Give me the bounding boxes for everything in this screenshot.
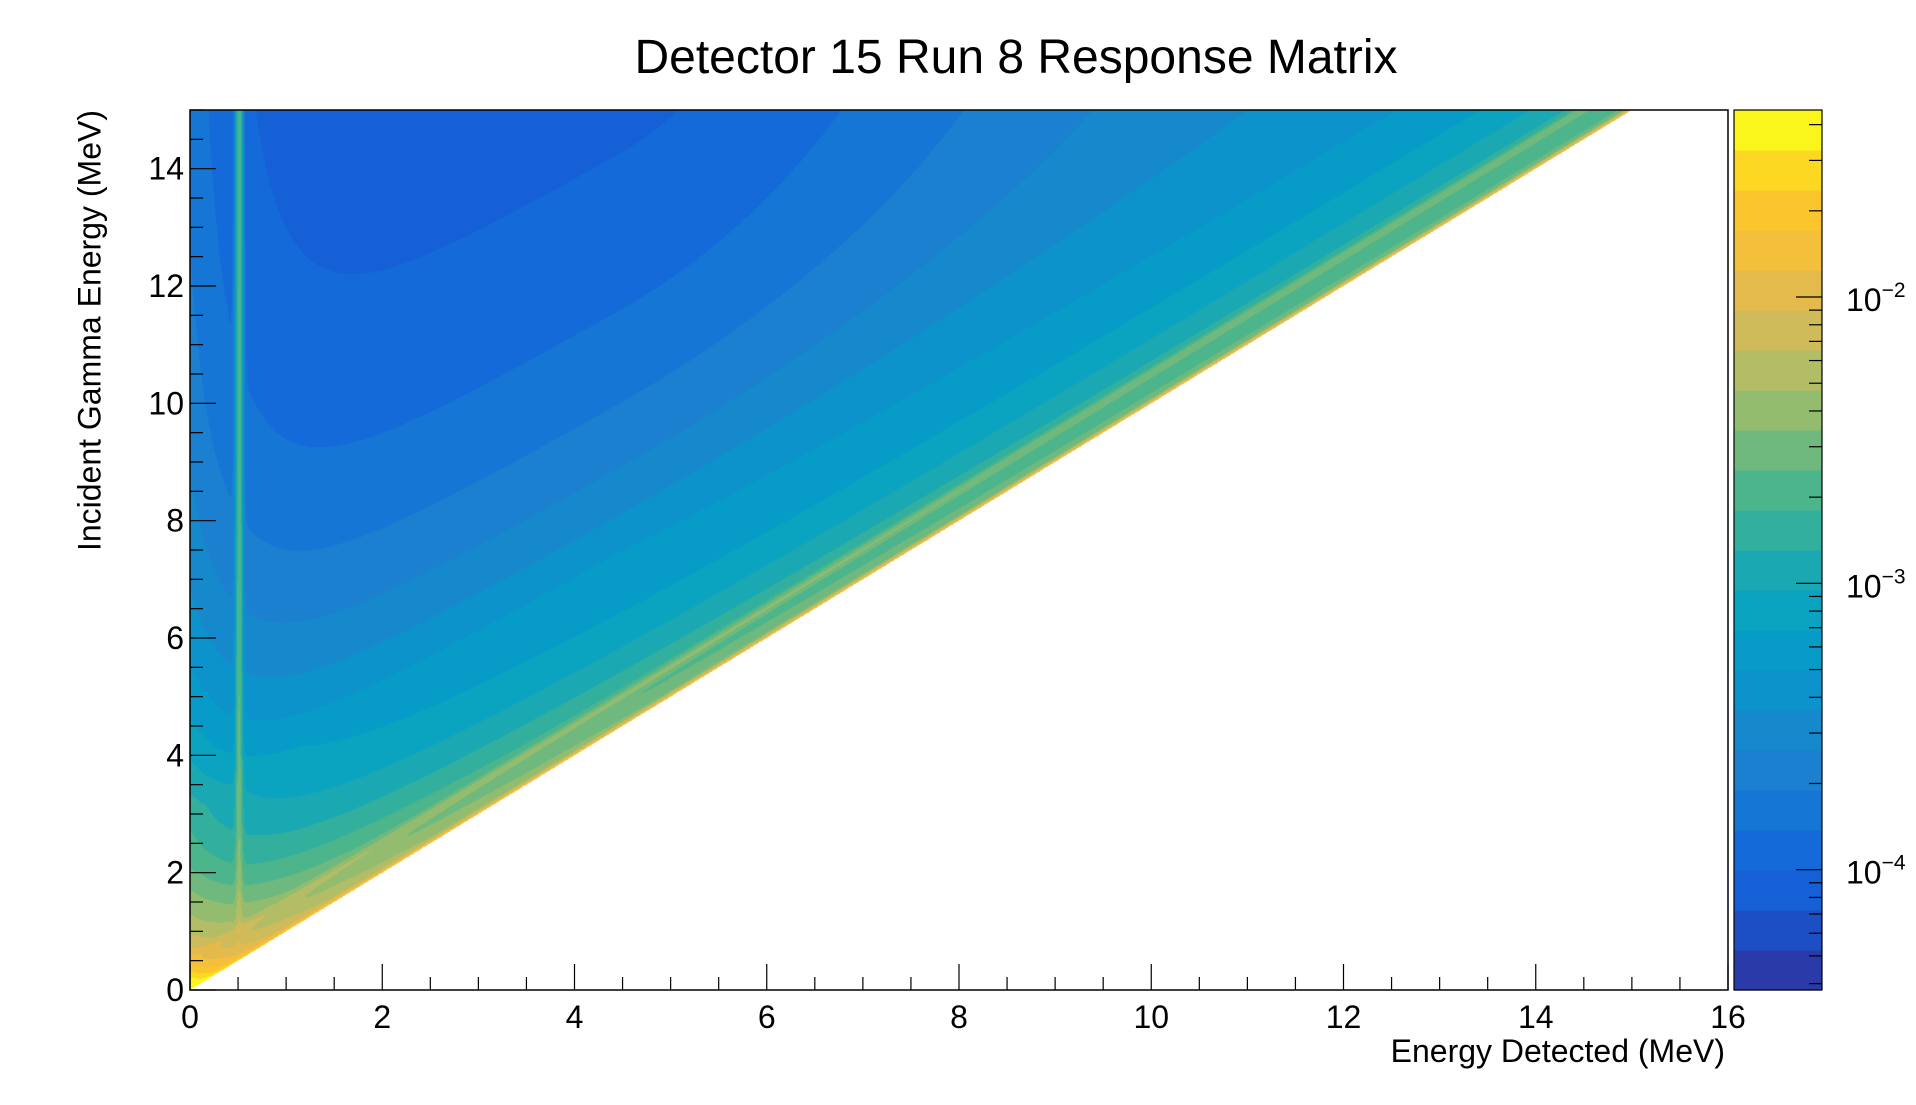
colorbar-frame: [1733, 109, 1823, 991]
colorbar-swatch: [1734, 190, 1822, 231]
y-axis: 0 2 4 6 8 10 12 14: [148, 109, 216, 1008]
colorbar-swatch: [1734, 230, 1822, 271]
colorbar-swatch: [1734, 270, 1822, 311]
y-tick-label: 8: [166, 503, 184, 539]
x-tick-label: 16: [1710, 999, 1746, 1035]
colorbar-swatch: [1734, 830, 1822, 871]
x-tick-label: 10: [1133, 999, 1169, 1035]
y-tick-label: 10: [148, 385, 184, 421]
heatmap-area: [190, 110, 1728, 990]
colorbar-swatch: [1734, 310, 1822, 351]
x-axis-label: Energy Detected (MeV): [1391, 1033, 1725, 1069]
colorbar-swatch: [1734, 430, 1822, 471]
colorbar-swatch: [1734, 150, 1822, 191]
x-tick-label: 4: [566, 999, 584, 1035]
chart-title: Detector 15 Run 8 Response Matrix: [634, 31, 1397, 84]
x-tick-label: 0: [181, 999, 199, 1035]
y-tick-label: 12: [148, 268, 184, 304]
colorbar-swatch: [1734, 590, 1822, 631]
y-tick-label: 0: [166, 972, 184, 1008]
y-tick-label: 2: [166, 855, 184, 891]
colorbar: 10−4 10−3 10−2: [1733, 109, 1906, 991]
colorbar-tick-label: 10−3: [1846, 565, 1906, 604]
x-tick-label: 12: [1326, 999, 1362, 1035]
y-axis-label: Incident Gamma Energy (MeV): [71, 110, 107, 551]
colorbar-swatch: [1734, 870, 1822, 911]
colorbar-swatch: [1734, 790, 1822, 831]
y-tick-label: 4: [166, 737, 184, 773]
colorbar-tick-label: 10−4: [1846, 852, 1906, 891]
colorbar-swatch: [1734, 630, 1822, 671]
x-tick-label: 14: [1518, 999, 1554, 1035]
colorbar-swatch: [1734, 550, 1822, 591]
colorbar-swatch: [1734, 950, 1822, 991]
y-tick-label: 6: [166, 620, 184, 656]
colorbar-swatch: [1734, 470, 1822, 511]
colorbar-swatch: [1734, 750, 1822, 791]
colorbar-swatch: [1734, 350, 1822, 391]
colorbar-tick-label: 10−2: [1846, 279, 1906, 318]
x-tick-label: 2: [373, 999, 391, 1035]
y-tick-label: 14: [148, 151, 184, 187]
colorbar-swatch: [1734, 510, 1822, 551]
colorbar-swatch: [1734, 910, 1822, 951]
colorbar-swatch: [1734, 710, 1822, 751]
heatmap-canvas: [190, 110, 1728, 990]
colorbar-swatch: [1734, 110, 1822, 151]
x-axis: 0 2 4 6 8 10 12 14 16: [181, 964, 1746, 1035]
x-tick-label: 6: [758, 999, 776, 1035]
colorbar-swatch: [1734, 390, 1822, 431]
x-tick-label: 8: [950, 999, 968, 1035]
colorbar-swatch: [1734, 670, 1822, 711]
